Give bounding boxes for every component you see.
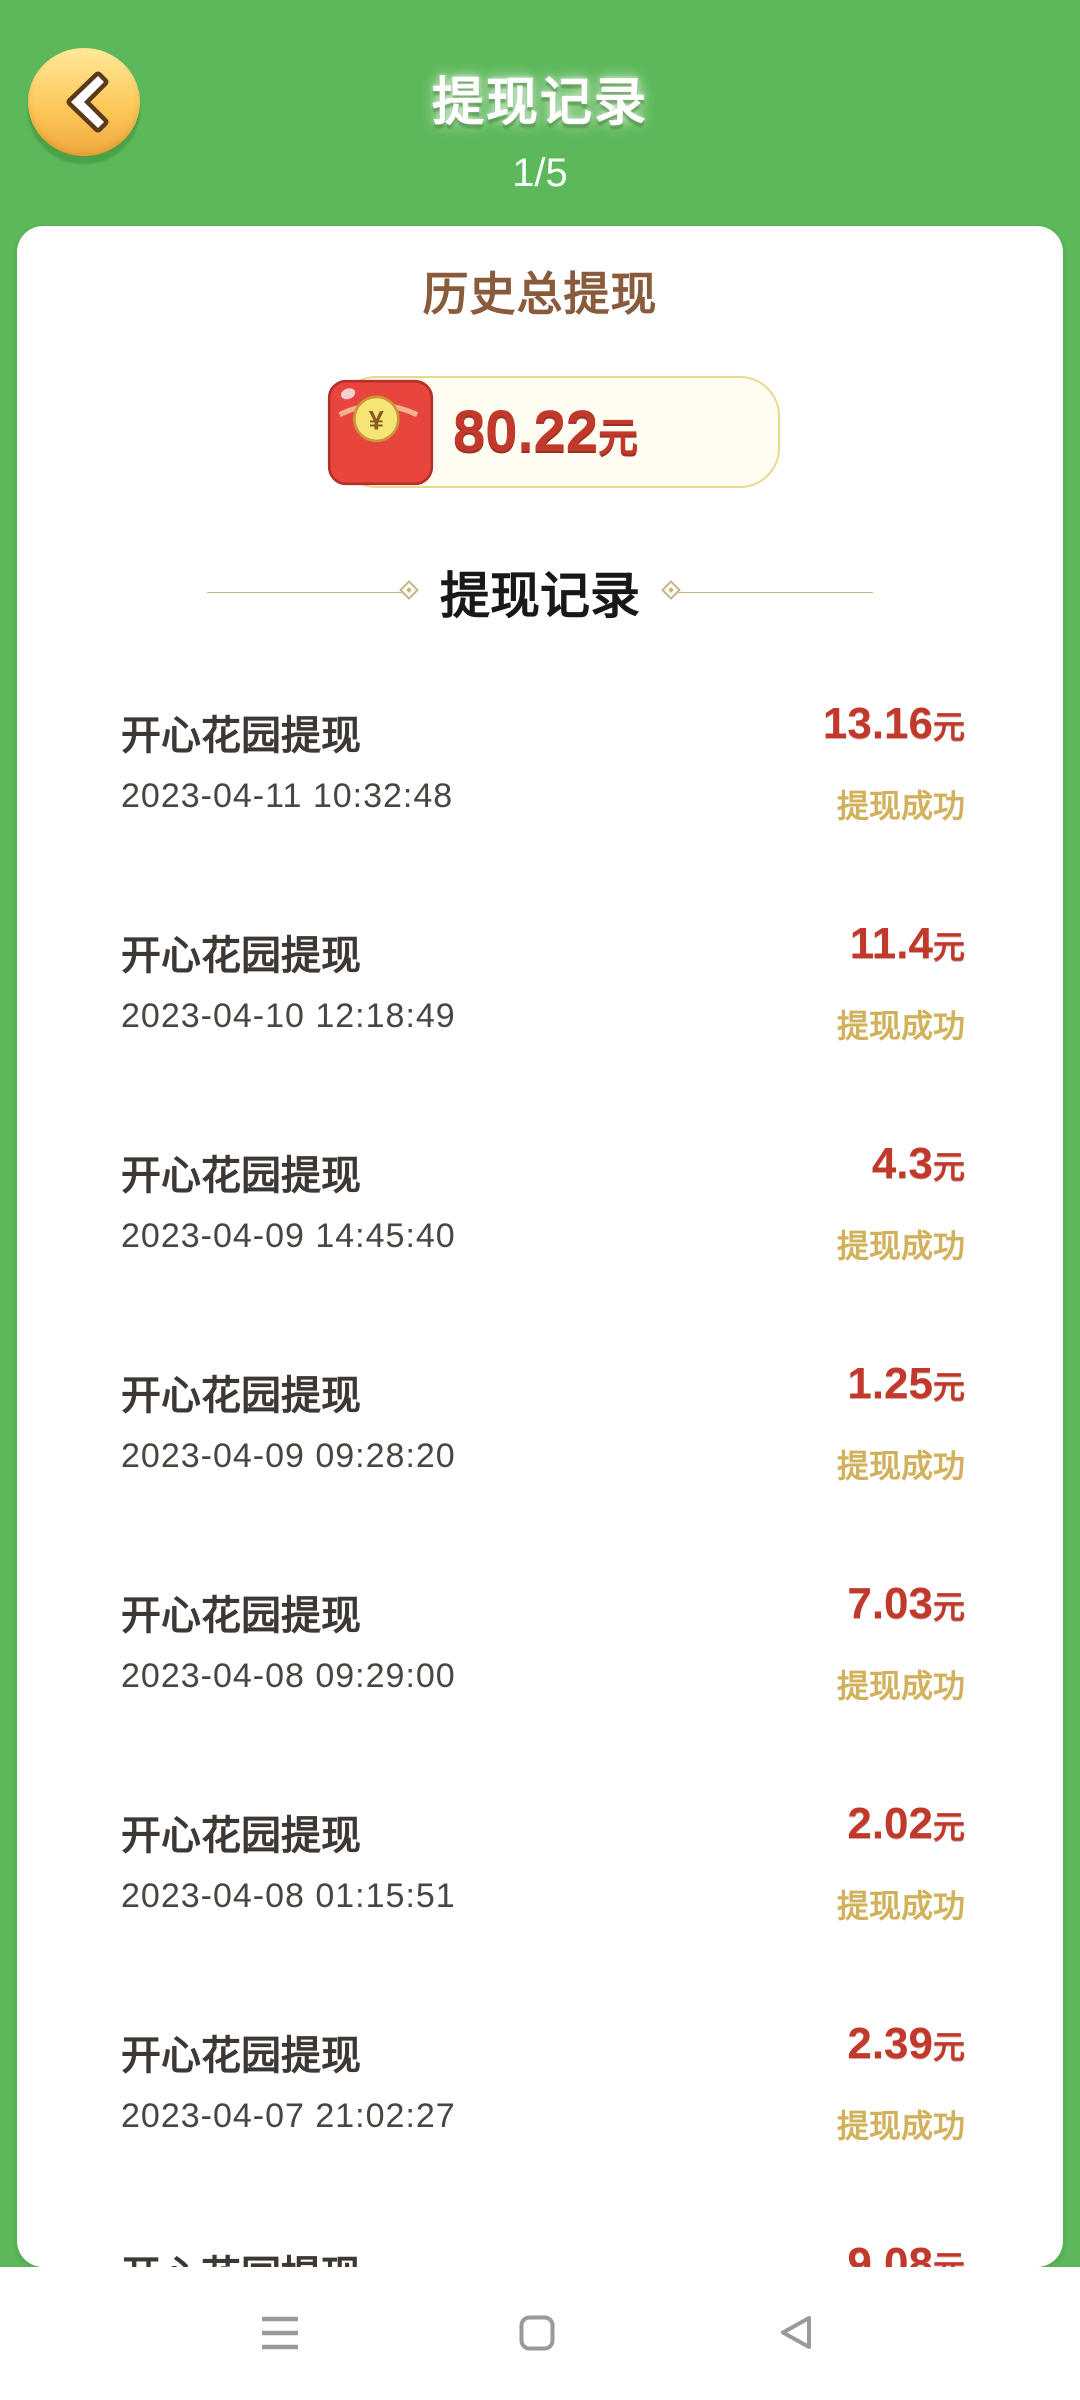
svg-text:1/5: 1/5 [512, 151, 568, 195]
svg-text:¥: ¥ [369, 404, 385, 435]
